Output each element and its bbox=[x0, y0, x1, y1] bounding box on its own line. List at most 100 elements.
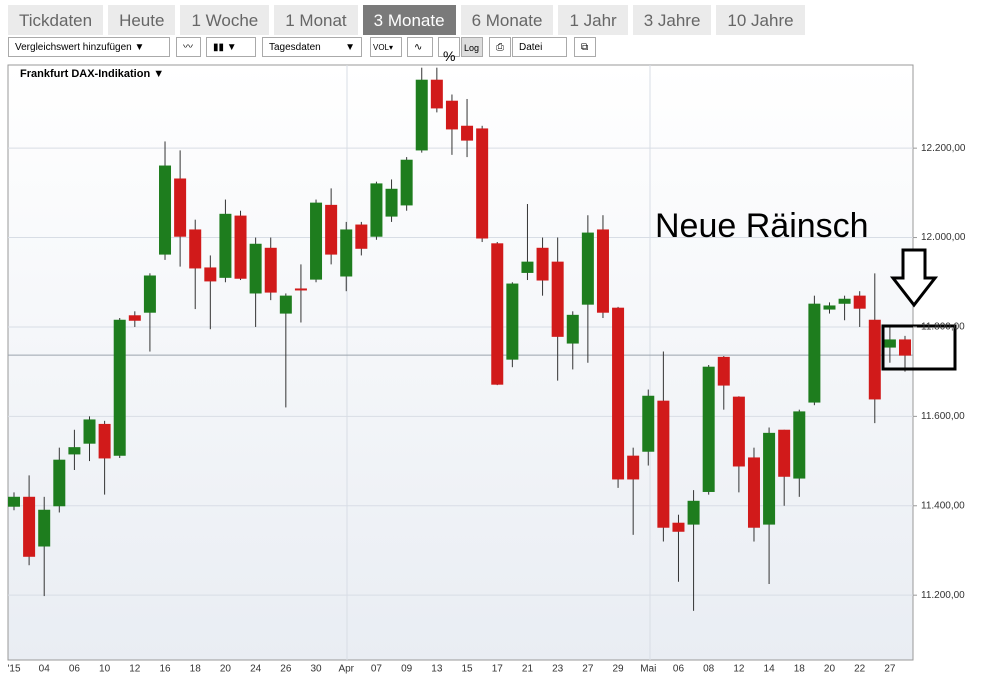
candle-body bbox=[853, 295, 866, 309]
compare-label: Vergleichswert hinzufügen bbox=[15, 42, 132, 53]
candle-body bbox=[551, 261, 564, 337]
x-tick-label: 14 bbox=[764, 664, 776, 675]
candle-body bbox=[596, 229, 609, 313]
tab[interactable]: Tickdaten bbox=[8, 5, 104, 35]
candle-body bbox=[717, 356, 730, 386]
candle-body bbox=[68, 447, 81, 455]
candle-body bbox=[763, 432, 776, 525]
candle-body bbox=[687, 500, 700, 525]
x-tick-label: 13 bbox=[431, 664, 443, 675]
candle-body bbox=[778, 429, 791, 477]
tab[interactable]: 1 Jahr bbox=[558, 5, 628, 35]
candle-body bbox=[747, 457, 760, 528]
candle-body bbox=[174, 178, 187, 237]
tab[interactable]: Heute bbox=[108, 5, 176, 35]
x-tick-label: 08 bbox=[703, 664, 715, 675]
candle-icon[interactable]: ▮▮ ▼ bbox=[206, 37, 256, 57]
percent-button[interactable]: % bbox=[438, 37, 460, 64]
candle-body bbox=[476, 128, 489, 239]
interval-dropdown[interactable]: Tagesdaten ▼ bbox=[262, 37, 362, 57]
indicator-icon[interactable]: ∿ bbox=[407, 37, 433, 57]
x-tick-label: 20 bbox=[220, 664, 232, 675]
x-tick-label: 23 bbox=[552, 664, 564, 675]
x-tick-label: 18 bbox=[794, 664, 806, 675]
candle-body bbox=[657, 400, 670, 528]
x-tick-label: 18 bbox=[190, 664, 202, 675]
x-tick-label: 16 bbox=[159, 664, 171, 675]
candle-body bbox=[838, 298, 851, 304]
tab-bar: Tickdaten Heute 1 Woche 1 Monat 3 Monate 6 Mo… bbox=[8, 5, 805, 35]
line-icon[interactable]: 〰 bbox=[176, 37, 201, 57]
candle-body bbox=[23, 496, 36, 557]
candle-body bbox=[294, 288, 307, 291]
y-tick-label: 11.400,00 bbox=[921, 500, 965, 511]
x-tick-label: 17 bbox=[492, 664, 504, 675]
candle-body bbox=[445, 100, 458, 130]
candle-body bbox=[491, 243, 504, 385]
candle-body bbox=[143, 275, 156, 313]
candle-body bbox=[899, 339, 911, 356]
y-tick-label: 12.000,00 bbox=[921, 232, 966, 243]
candle-body bbox=[823, 305, 836, 310]
candle-body bbox=[581, 232, 594, 305]
candle-body bbox=[370, 183, 383, 237]
percent-label: % bbox=[443, 48, 456, 64]
candle-body bbox=[461, 125, 474, 141]
candle-body bbox=[566, 314, 579, 344]
x-tick-label: '15 bbox=[7, 664, 20, 675]
candle-body bbox=[612, 307, 625, 480]
candle-body bbox=[808, 303, 821, 403]
tab[interactable]: 6 Monate bbox=[460, 5, 554, 35]
x-tick-label: 06 bbox=[69, 664, 81, 675]
candle-body bbox=[400, 159, 413, 206]
legend-label: Frankfurt DAX-Indikation ▼ bbox=[20, 68, 164, 80]
x-tick-label: 07 bbox=[371, 664, 383, 675]
log-button[interactable]: Log bbox=[461, 37, 483, 57]
candle-body bbox=[325, 204, 338, 255]
x-tick-label: 09 bbox=[401, 664, 413, 675]
x-tick-label: Apr bbox=[338, 664, 354, 675]
vol-button[interactable]: VOL▾ bbox=[370, 37, 402, 57]
candle-body bbox=[128, 315, 141, 321]
candle-body bbox=[310, 202, 323, 280]
candle-body bbox=[38, 509, 51, 547]
x-tick-label: Mai bbox=[640, 664, 656, 675]
candle-body bbox=[385, 188, 398, 217]
popout-icon[interactable]: ⧉ bbox=[574, 37, 596, 57]
log-label: Log bbox=[464, 43, 480, 53]
x-tick-label: 15 bbox=[461, 664, 473, 675]
candle-body bbox=[83, 419, 96, 444]
print-icon[interactable]: ⎙ bbox=[489, 37, 511, 57]
candle-body bbox=[430, 79, 443, 109]
candle-body bbox=[702, 366, 715, 492]
tab[interactable]: 3 Monate bbox=[362, 5, 456, 35]
candle-body bbox=[189, 229, 202, 269]
candle-body bbox=[279, 295, 292, 314]
candle-body bbox=[249, 243, 262, 294]
vol-label: VOL bbox=[373, 43, 390, 52]
candle-body bbox=[264, 247, 277, 293]
x-tick-label: 29 bbox=[613, 664, 625, 675]
x-tick-label: 10 bbox=[99, 664, 111, 675]
x-tick-label: 12 bbox=[129, 664, 141, 675]
y-tick-label: 12.200,00 bbox=[921, 143, 966, 154]
tab[interactable]: 1 Woche bbox=[180, 5, 270, 35]
candle-body bbox=[536, 247, 549, 281]
highlight-box bbox=[881, 324, 957, 371]
tab[interactable]: 10 Jahre bbox=[716, 5, 805, 35]
x-tick-label: 21 bbox=[522, 664, 534, 675]
candle-body bbox=[868, 319, 881, 400]
x-tick-label: 20 bbox=[824, 664, 836, 675]
x-tick-label: 06 bbox=[673, 664, 685, 675]
plot-area bbox=[7, 64, 914, 661]
file-button[interactable]: Datei bbox=[512, 37, 567, 57]
tab[interactable]: 1 Monat bbox=[274, 5, 358, 35]
legend-text: Frankfurt DAX-Indikation bbox=[20, 68, 150, 80]
x-tick-label: 24 bbox=[250, 664, 262, 675]
candle-body bbox=[234, 215, 247, 279]
compare-dropdown[interactable]: Vergleichswert hinzufügen ▼ bbox=[8, 37, 170, 57]
tab[interactable]: 3 Jahre bbox=[632, 5, 712, 35]
x-tick-label: 04 bbox=[39, 664, 51, 675]
